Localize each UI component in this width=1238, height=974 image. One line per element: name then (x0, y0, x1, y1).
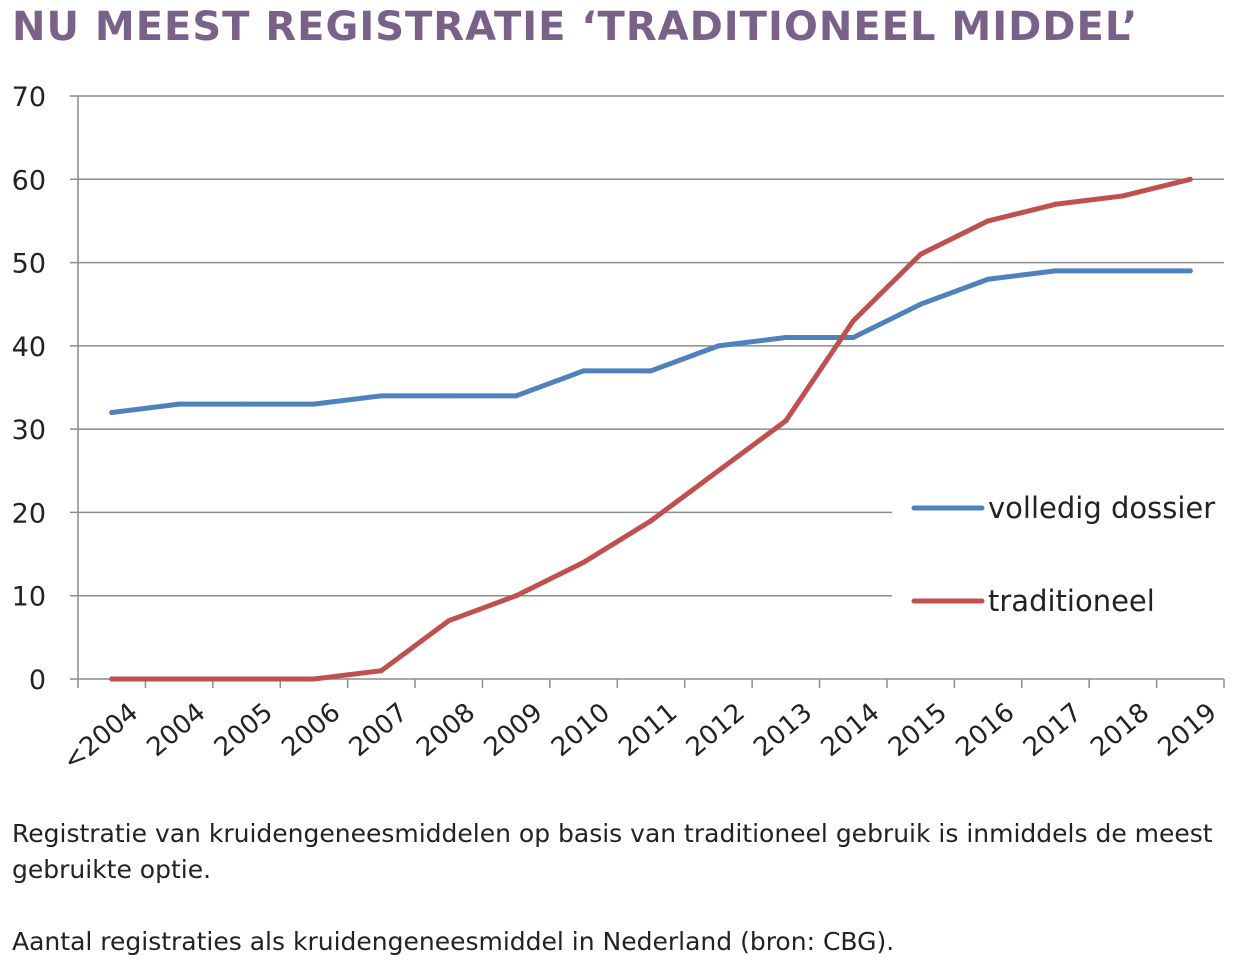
data-point (109, 676, 115, 682)
x-tick-label: 2008 (411, 697, 481, 763)
x-tick-label: 2013 (748, 697, 818, 763)
data-point (446, 618, 452, 624)
data-point (176, 676, 182, 682)
data-point (1052, 201, 1058, 207)
x-tick-label: 2005 (209, 697, 279, 763)
data-point (109, 409, 115, 415)
data-point (378, 668, 384, 674)
y-tick-label: 20 (12, 498, 46, 529)
x-tick-label: 2014 (816, 697, 886, 763)
data-point (244, 401, 250, 407)
legend-background (892, 480, 1227, 630)
x-tick-label: 2011 (613, 697, 683, 763)
data-point (918, 301, 924, 307)
y-tick-label: 70 (12, 82, 46, 113)
caption-source: Aantal registraties als kruidengeneesmid… (12, 927, 895, 956)
data-point (1052, 268, 1058, 274)
y-tick-label: 10 (12, 582, 46, 613)
data-point (715, 468, 721, 474)
x-tick-label: 2010 (546, 697, 616, 763)
legend: volledig dossier traditioneel (892, 480, 1227, 630)
data-point (378, 393, 384, 399)
y-axis-ticks: 0 10 20 30 40 50 60 70 (12, 82, 46, 696)
legend-label: volledig dossier (988, 491, 1215, 525)
data-point (1120, 268, 1126, 274)
x-tick-label: <2004 (57, 697, 144, 777)
x-tick-label: 2006 (276, 697, 346, 763)
data-point (581, 559, 587, 565)
x-tick-label: 2007 (344, 697, 414, 763)
data-point (513, 593, 519, 599)
x-tick-label: 2016 (950, 697, 1020, 763)
gridlines (70, 95, 1224, 597)
data-point (513, 393, 519, 399)
data-point (648, 518, 654, 524)
data-point (446, 393, 452, 399)
chart-title: NU MEEST REGISTRATIE ‘TRADITIONEEL MIDDE… (12, 4, 1139, 50)
x-tick-label: 2019 (1153, 697, 1223, 763)
data-point (918, 251, 924, 257)
data-point (244, 676, 250, 682)
x-tick-label: 2018 (1085, 697, 1155, 763)
data-point (1187, 176, 1193, 182)
data-point (648, 368, 654, 374)
x-tick-label: 2012 (681, 697, 751, 763)
x-tick-label: 2009 (479, 697, 549, 763)
data-point (1187, 268, 1193, 274)
series-lines (109, 176, 1193, 682)
data-point (311, 401, 317, 407)
x-tick-label: 2017 (1018, 697, 1088, 763)
series-line (109, 268, 1193, 415)
data-point (311, 676, 317, 682)
data-point (715, 343, 721, 349)
caption-description: Registratie van kruidengeneesmiddelen op… (12, 819, 1213, 884)
data-point (783, 335, 789, 341)
data-point (581, 368, 587, 374)
y-tick-label: 0 (29, 665, 46, 696)
x-tick-label: 2015 (883, 697, 953, 763)
data-point (1120, 193, 1126, 199)
data-point (850, 335, 856, 341)
legend-label: traditioneel (988, 584, 1155, 618)
x-tick-label: 2004 (141, 697, 211, 763)
data-point (783, 418, 789, 424)
y-tick-label: 50 (12, 249, 46, 280)
data-point (176, 401, 182, 407)
y-tick-label: 30 (12, 415, 46, 446)
data-point (850, 318, 856, 324)
data-point (985, 276, 991, 282)
y-tick-label: 60 (12, 165, 46, 196)
data-point (985, 218, 991, 224)
y-tick-label: 40 (12, 332, 46, 363)
x-axis: <200420042005200620072008200920102011201… (57, 96, 1225, 777)
